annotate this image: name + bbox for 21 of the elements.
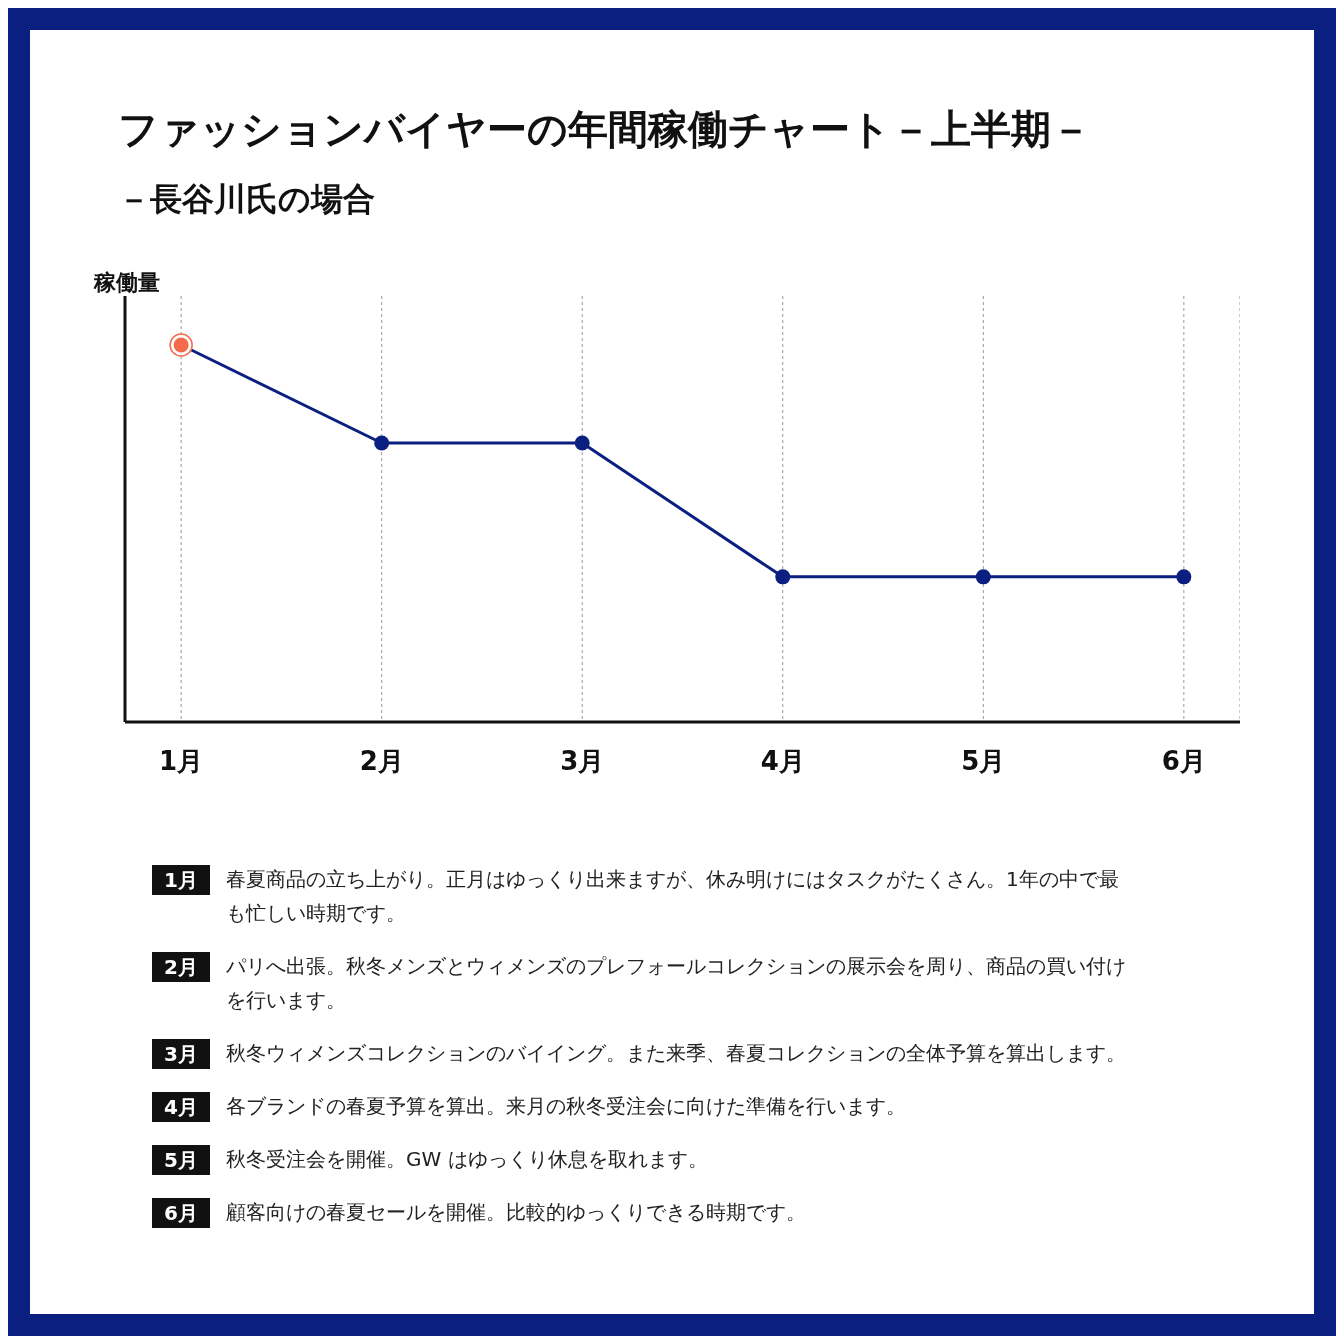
x-tick-label: 4月 — [760, 746, 805, 777]
chart-title: ファッションバイヤーの年間稼働チャート－上半期－ — [118, 105, 1091, 154]
y-axis-title: 稼働量 — [94, 269, 160, 297]
x-tick-label: 2月 — [359, 746, 404, 777]
x-tick-label: 6月 — [1161, 746, 1206, 777]
text: 顧客向けの春夏セールを開催。比較的ゆっくりできる時期です。 — [226, 1199, 807, 1226]
x-tick-label: 1月 — [159, 746, 204, 777]
text: 各ブランドの春夏予算を算出。来月の秋冬受注会に向けた準備を行います。 — [226, 1093, 907, 1120]
text: 秋冬ウィメンズコレクションのバイイング。また来季、春夏コレクションの全体予算を算出します。 — [226, 1040, 1126, 1067]
text: 5月 — [152, 1145, 210, 1175]
text: 4月 — [152, 1092, 210, 1122]
chart-subtitle: －長谷川氏の場合 — [118, 179, 375, 220]
x-tick-label: 5月 — [961, 746, 1006, 777]
text: 6月 — [152, 1198, 210, 1228]
x-tick-label: 3月 — [560, 746, 605, 777]
text: 2月 — [152, 952, 210, 982]
text: 春夏商品の立ち上がり。正月はゆっくり出来ますが、休み明けにはタスクがたくさん。1年の中で最も忙しい時期です。 — [226, 866, 1120, 927]
text: 秋冬受注会を開催。GW はゆっくり休息を取れます。 — [226, 1146, 709, 1173]
text: パリへ出張。秋冬メンズとウィメンズのプレフォールコレクションの展示会を周り、商品の買い付けを行います。 — [226, 953, 1126, 1014]
text: 3月 — [152, 1039, 210, 1069]
text: 1月 — [152, 865, 210, 895]
